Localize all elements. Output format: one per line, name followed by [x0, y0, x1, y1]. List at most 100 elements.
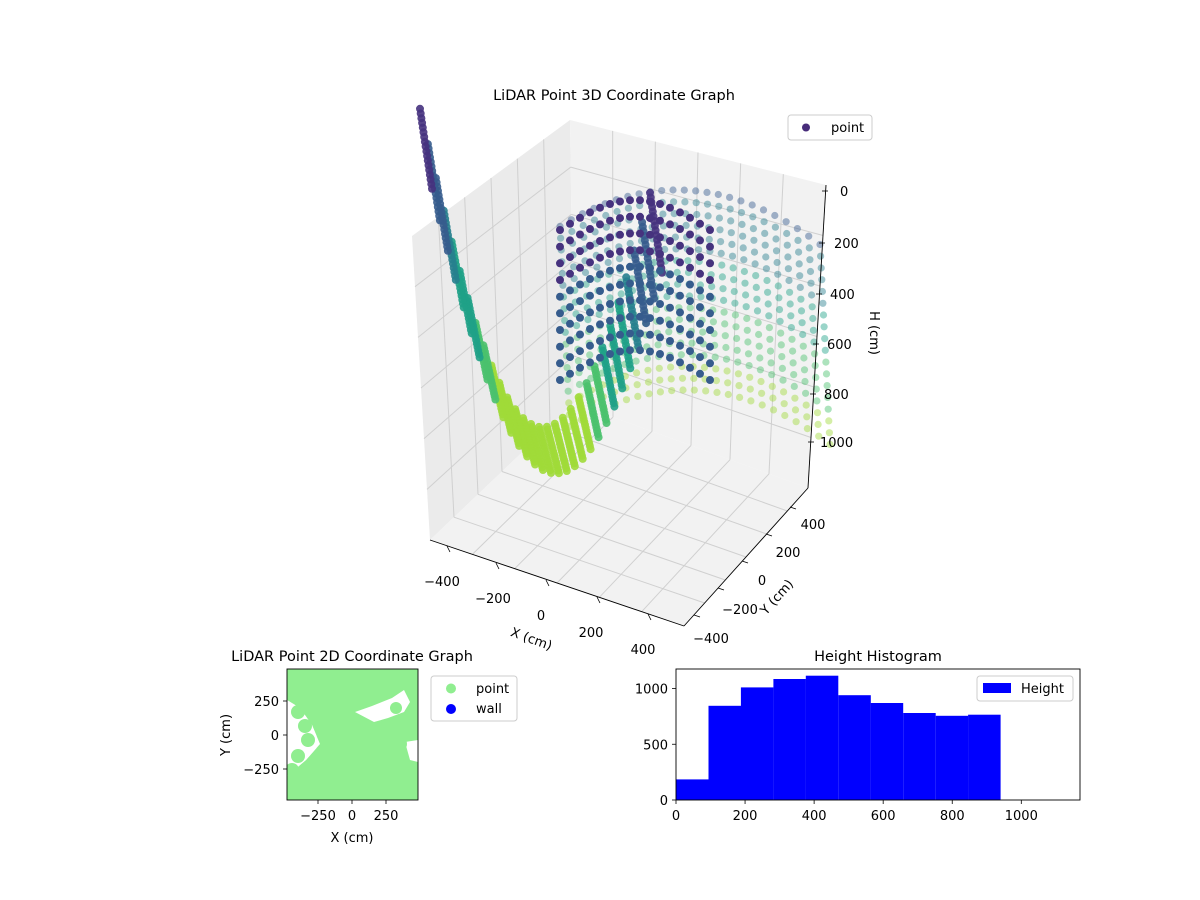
point-marker — [596, 353, 604, 362]
point-marker — [622, 396, 631, 404]
point-marker — [726, 193, 734, 201]
point-marker — [715, 202, 723, 210]
point-marker — [632, 357, 640, 365]
point-marker — [586, 208, 594, 217]
point-marker — [578, 454, 587, 463]
point-marker — [740, 256, 748, 264]
point-marker — [616, 197, 624, 206]
point-marker — [752, 283, 760, 291]
point-marker — [656, 233, 664, 242]
point-marker — [602, 419, 611, 427]
point-marker — [728, 240, 736, 248]
point-marker — [566, 353, 574, 362]
point-marker — [666, 353, 674, 362]
y-tick-label: 0 — [758, 574, 766, 589]
point-marker — [596, 203, 604, 212]
point-marker — [739, 232, 747, 240]
x-axis-label: X (cm) — [331, 831, 374, 846]
legend-label-point: point — [831, 121, 864, 136]
y-tick-label: 500 — [643, 738, 668, 753]
point-marker — [668, 387, 676, 395]
point-marker — [667, 375, 675, 383]
point-marker — [596, 220, 604, 229]
y-axis-label: Y (cm) — [219, 714, 234, 757]
point-marker — [706, 309, 714, 318]
point-marker — [606, 333, 614, 342]
point-marker — [566, 219, 574, 228]
point-marker — [673, 268, 681, 276]
point-marker — [706, 242, 714, 251]
point-marker — [659, 210, 667, 218]
point-marker — [696, 219, 704, 228]
point-marker — [626, 312, 634, 321]
scatter-2d-plot: LiDAR Point 2D Coordinate Graph −250 0 2… — [219, 649, 518, 846]
point-marker — [635, 190, 643, 198]
point-marker — [771, 223, 780, 231]
point-marker — [626, 279, 634, 288]
point-marker — [705, 235, 713, 243]
point-marker — [678, 374, 687, 382]
point-marker — [554, 469, 563, 478]
point-marker — [704, 212, 712, 220]
point-marker — [764, 288, 772, 296]
point-marker — [774, 270, 782, 278]
point-marker — [573, 322, 581, 330]
point-marker — [606, 216, 614, 225]
point-marker — [662, 281, 671, 289]
y-tick-label: 0 — [660, 794, 668, 809]
point-marker — [769, 394, 777, 402]
point-marker — [695, 246, 703, 254]
point-marker — [636, 229, 644, 238]
point-marker — [823, 382, 831, 390]
point-marker — [690, 374, 698, 382]
x-axis-label: X (cm) — [508, 625, 554, 654]
point-marker — [656, 266, 664, 275]
point-marker — [556, 376, 564, 384]
point-marker — [646, 347, 654, 356]
point-marker — [596, 337, 604, 345]
point-marker — [586, 341, 594, 350]
point-marker — [576, 230, 584, 239]
legend-marker-point — [802, 123, 810, 132]
legend-swatch-height — [983, 683, 1011, 693]
point-marker — [686, 297, 694, 306]
point-marker — [706, 359, 714, 368]
point-marker — [818, 287, 827, 296]
point-marker — [636, 312, 644, 321]
point-marker — [761, 229, 769, 237]
point-marker — [753, 295, 761, 303]
point-marker — [796, 283, 804, 291]
point-marker — [721, 332, 729, 340]
point-marker — [775, 306, 784, 314]
x-tick-label: −250 — [300, 809, 336, 824]
point-marker — [618, 384, 627, 393]
point-marker — [636, 212, 644, 221]
x-tick-label: −400 — [424, 575, 460, 590]
point-marker — [756, 366, 765, 374]
point-marker — [626, 364, 635, 373]
point-marker — [776, 317, 784, 325]
point-marker — [636, 246, 644, 255]
point-marker — [557, 234, 565, 242]
point-marker — [731, 299, 739, 307]
point-marker — [606, 266, 614, 275]
point-marker — [744, 350, 753, 358]
point-marker — [656, 250, 664, 258]
z-tick-label: 800 — [824, 388, 849, 403]
x-tick-label: 600 — [871, 809, 896, 824]
point-marker — [715, 214, 724, 222]
point-marker — [556, 326, 564, 334]
point-marker — [686, 213, 694, 222]
point-marker — [746, 373, 754, 381]
point-marker — [721, 320, 729, 328]
point-marker — [675, 315, 684, 324]
point-marker — [709, 318, 718, 326]
point-marker — [822, 370, 831, 378]
point-marker — [706, 292, 714, 301]
point-marker — [741, 279, 749, 287]
point-marker — [817, 252, 825, 260]
point-marker — [769, 406, 778, 414]
point-marker — [788, 335, 796, 343]
point-marker — [753, 307, 762, 315]
z-axis-line — [807, 184, 827, 489]
